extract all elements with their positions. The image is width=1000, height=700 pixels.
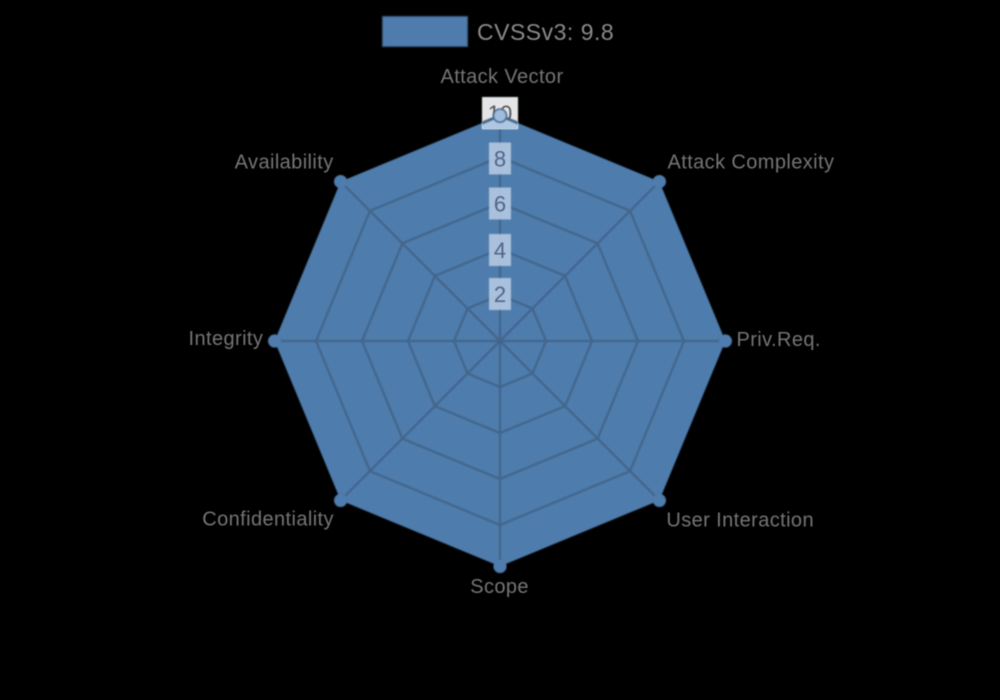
svg-text:Confidentiality: Confidentiality [202,509,334,531]
svg-text:Priv.Req.: Priv.Req. [737,329,821,351]
svg-text:6: 6 [494,192,506,217]
svg-text:CVSSv3: 9.8: CVSSv3: 9.8 [477,19,614,45]
svg-text:8: 8 [494,147,506,172]
svg-text:User Interaction: User Interaction [666,509,814,531]
svg-text:Integrity: Integrity [189,328,264,350]
svg-text:Attack Complexity: Attack Complexity [668,152,835,174]
svg-text:4: 4 [494,238,506,263]
svg-text:Availability: Availability [235,151,334,173]
svg-text:Attack Vector: Attack Vector [440,66,563,88]
svg-text:Scope: Scope [470,576,529,598]
svg-text:2: 2 [494,282,506,307]
